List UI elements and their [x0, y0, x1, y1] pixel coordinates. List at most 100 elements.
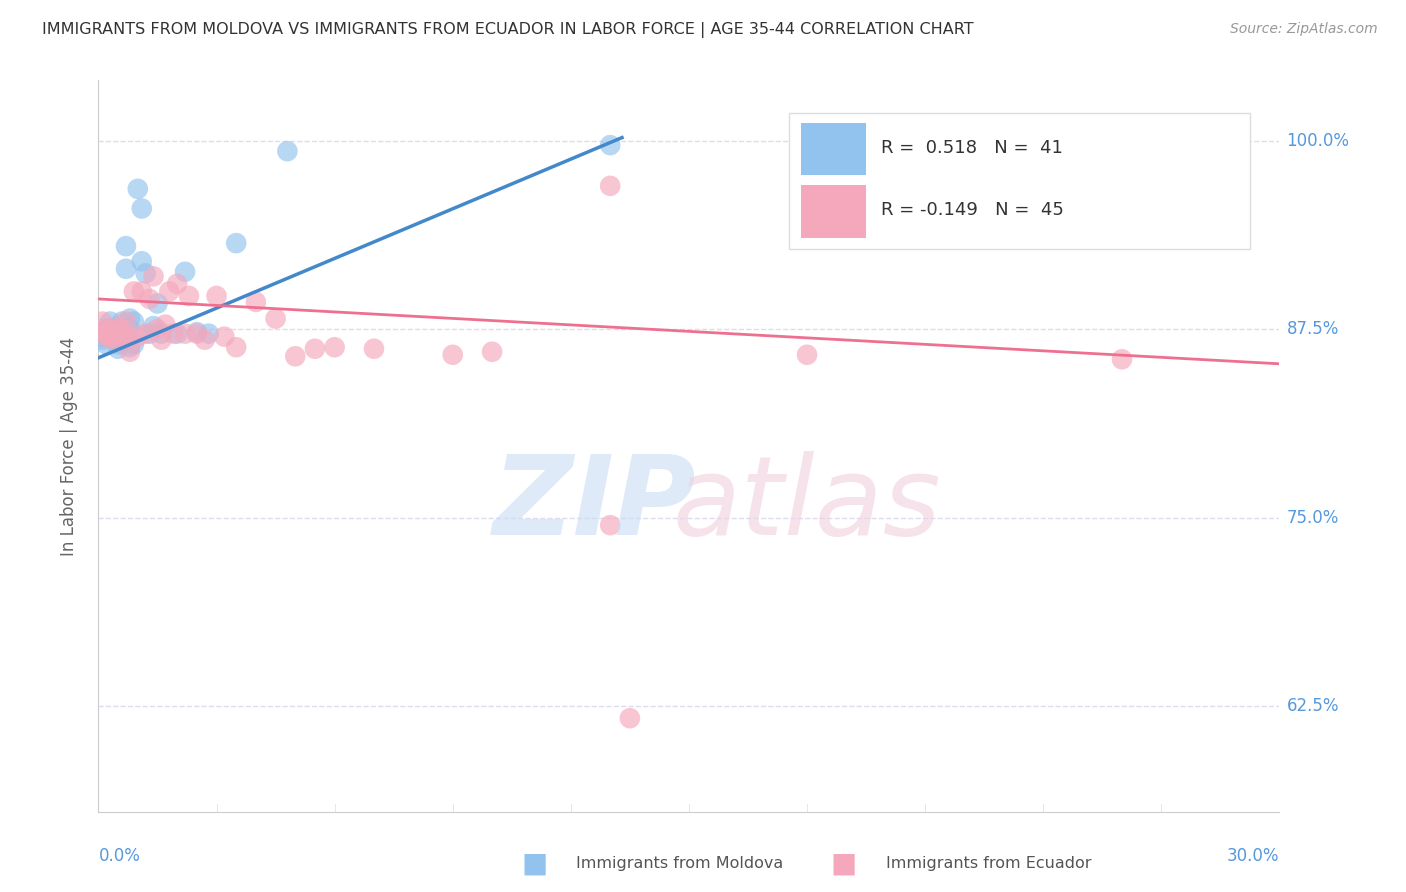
Text: Source: ZipAtlas.com: Source: ZipAtlas.com [1230, 22, 1378, 37]
Point [142, 319, 165, 334]
Point [118, 322, 141, 336]
Point [89, 322, 111, 336]
Point [599, 518, 621, 533]
Point [599, 138, 621, 153]
Point [91, 329, 114, 343]
Point [115, 261, 138, 276]
Point [107, 342, 129, 356]
Point [138, 292, 160, 306]
FancyBboxPatch shape [801, 123, 866, 176]
Point [103, 329, 125, 343]
Text: Immigrants from Moldova: Immigrants from Moldova [576, 856, 783, 871]
Point [177, 289, 200, 303]
Point [93, 325, 115, 339]
Point [796, 348, 818, 362]
Point [166, 277, 188, 291]
Point [107, 329, 129, 343]
Point [245, 295, 267, 310]
Point [146, 322, 169, 336]
Point [111, 329, 134, 343]
Point [146, 296, 169, 310]
Point [118, 311, 141, 326]
Point [118, 333, 141, 347]
Point [111, 322, 134, 336]
Point [131, 254, 153, 268]
Point [98, 322, 121, 336]
Point [127, 329, 149, 343]
Point [599, 178, 621, 193]
Point [127, 182, 149, 196]
Point [225, 340, 247, 354]
Point [481, 344, 503, 359]
Point [98, 322, 121, 336]
Point [107, 325, 129, 339]
Point [284, 349, 307, 363]
Point [131, 285, 153, 299]
Point [107, 333, 129, 347]
Text: ■: ■ [831, 849, 856, 878]
Point [186, 326, 208, 341]
Point [89, 326, 111, 341]
Point [304, 342, 326, 356]
Text: ZIP: ZIP [492, 451, 696, 558]
Point [91, 333, 114, 347]
Point [98, 329, 121, 343]
Text: IMMIGRANTS FROM MOLDOVA VS IMMIGRANTS FROM ECUADOR IN LABOR FORCE | AGE 35-44 CO: IMMIGRANTS FROM MOLDOVA VS IMMIGRANTS FR… [42, 22, 974, 38]
Point [103, 333, 125, 347]
Point [96, 337, 118, 351]
Y-axis label: In Labor Force | Age 35-44: In Labor Force | Age 35-44 [59, 336, 77, 556]
Point [264, 311, 287, 326]
Point [122, 315, 145, 329]
Text: R =  0.518   N =  41: R = 0.518 N = 41 [882, 139, 1063, 157]
Point [150, 333, 173, 347]
Text: R = -0.149   N =  45: R = -0.149 N = 45 [882, 202, 1064, 219]
Point [174, 326, 197, 341]
Point [98, 329, 121, 343]
Point [115, 239, 138, 253]
Point [135, 266, 157, 280]
Point [122, 337, 145, 351]
Text: 0.0%: 0.0% [98, 847, 141, 865]
Point [142, 269, 165, 284]
Point [205, 289, 228, 303]
Point [225, 236, 247, 251]
Point [103, 320, 125, 334]
Point [107, 320, 129, 334]
Point [166, 326, 188, 341]
Point [103, 333, 125, 347]
Point [131, 202, 153, 216]
Point [118, 344, 141, 359]
Point [96, 326, 118, 341]
Point [155, 318, 177, 332]
Text: 62.5%: 62.5% [1286, 698, 1339, 715]
Point [96, 322, 118, 336]
Point [162, 326, 184, 341]
Point [98, 315, 121, 329]
Point [135, 326, 157, 341]
Point [122, 285, 145, 299]
Point [194, 333, 217, 347]
Point [150, 326, 173, 341]
Text: atlas: atlas [672, 451, 942, 558]
Point [157, 285, 180, 299]
Text: ■: ■ [522, 849, 547, 878]
Point [96, 329, 118, 343]
Point [96, 329, 118, 343]
Point [174, 265, 197, 279]
Point [115, 315, 138, 329]
Point [115, 329, 138, 343]
Text: Immigrants from Ecuador: Immigrants from Ecuador [886, 856, 1091, 871]
FancyBboxPatch shape [801, 185, 866, 237]
Point [111, 315, 134, 329]
Point [103, 326, 125, 341]
Point [138, 326, 160, 341]
Point [107, 337, 129, 351]
Point [186, 325, 208, 339]
Point [276, 144, 298, 158]
Point [118, 340, 141, 354]
Point [323, 340, 346, 354]
Text: 30.0%: 30.0% [1227, 847, 1279, 865]
Text: 100.0%: 100.0% [1286, 132, 1350, 150]
FancyBboxPatch shape [789, 113, 1250, 249]
Point [214, 329, 236, 343]
